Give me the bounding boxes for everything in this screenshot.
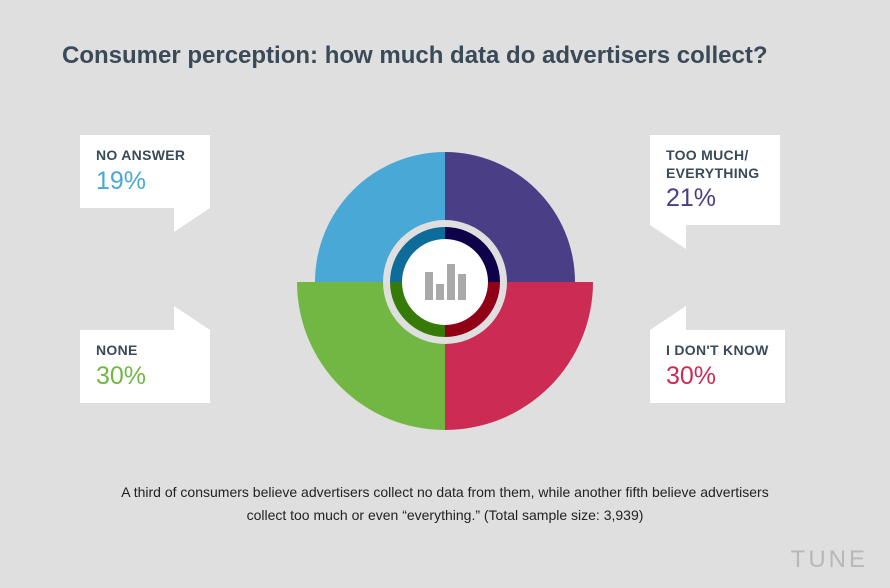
callout-percentage: 21% [666, 184, 764, 213]
callout-label: NO ANSWER [96, 147, 194, 165]
callout-pointer [174, 208, 210, 232]
callout-pointer [174, 306, 210, 330]
callout-none: NONE 30% [80, 330, 210, 403]
caption-text: A third of consumers believe advertisers… [0, 481, 890, 526]
page-title: Consumer perception: how much data do ad… [62, 42, 767, 70]
callout-no-answer: NO ANSWER 19% [80, 135, 210, 208]
callout-dont-know: I DON'T KNOW 30% [650, 330, 785, 403]
callout-percentage: 19% [96, 167, 194, 196]
bar-chart-icon [423, 264, 467, 300]
center-icon [402, 239, 488, 325]
callout-label: TOO MUCH/ EVERYTHING [666, 147, 764, 182]
callout-percentage: 30% [96, 362, 194, 391]
callout-pointer [650, 306, 686, 330]
callout-label: I DON'T KNOW [666, 342, 769, 360]
callout-too-much: TOO MUCH/ EVERYTHING21% [650, 135, 780, 225]
callout-pointer [650, 225, 686, 249]
callout-label: NONE [96, 342, 194, 360]
brand-logo: TUNE [791, 546, 868, 574]
callout-percentage: 30% [666, 362, 769, 391]
